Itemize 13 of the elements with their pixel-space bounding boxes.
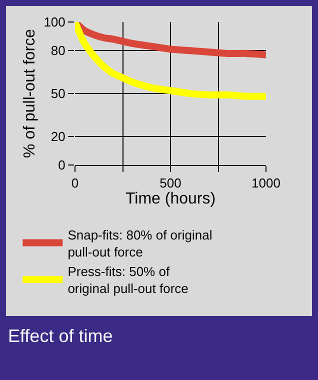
x-axis-title: Time (hours) [125, 190, 216, 208]
y-tick-label: 100 [44, 14, 66, 30]
text: Effect of time [8, 326, 113, 347]
x-tick-label: 1000 [252, 176, 280, 191]
y-axis-title: % of pull-out force [22, 28, 39, 158]
y-tick-label: 0 [58, 158, 66, 173]
x-tick-label: 500 [160, 176, 182, 191]
y-tick-label: 80 [50, 43, 66, 58]
x-tick-label: 0 [71, 176, 79, 191]
y-tick-label: 20 [50, 128, 66, 144]
y-tick-label: 50 [50, 86, 66, 102]
legend-label: Snap-fits: 80% of original pull-out force [68, 227, 212, 260]
legend-label: Press-fits: 50% of original pull-out force [68, 264, 188, 296]
